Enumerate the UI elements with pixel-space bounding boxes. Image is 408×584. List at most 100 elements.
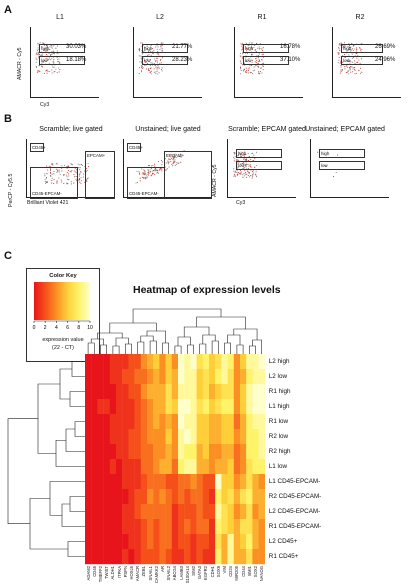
panel-a-title-4: R2 [355,14,365,21]
event-dot [157,50,159,53]
event-dot [82,176,84,178]
event-dot [154,60,156,63]
heatmap-cell [116,414,123,430]
event-dot [55,47,57,49]
event-dot [152,47,154,50]
heatmap-cell [178,534,185,550]
heatmap-cell [159,489,166,505]
event-dot [68,165,70,167]
heatmap-cell [109,414,117,430]
heatmap-cell [258,474,265,490]
event-dot [255,174,257,176]
event-dot [67,169,69,172]
event-dot [51,69,53,71]
event-dot [254,166,256,168]
event-dot [154,168,156,170]
heatmap-cell [252,429,259,445]
event-dot [43,72,45,75]
event-dot [152,172,154,174]
heatmap-cell [227,354,234,370]
event-dot [46,173,48,175]
heatmap-cell [122,549,129,565]
event-dot [248,42,250,44]
heatmap-cell [147,444,154,460]
heatmap-cell [116,369,123,385]
event-dot [259,60,261,63]
heatmap-cell [184,429,191,445]
heatmap-cell [258,549,265,565]
heatmap-cell [184,459,191,475]
heatmap-cell [128,549,135,565]
heatmap-cell [221,459,228,475]
event-dot [340,66,342,68]
heatmap-cell [209,369,216,385]
heatmap-cell [196,399,203,415]
event-dot [348,61,350,63]
row-label: R1 high [268,387,291,395]
event-dot [49,169,52,171]
event-dot [258,53,260,55]
event-dot [83,170,86,172]
event-dot [55,163,57,165]
event-dot [45,182,48,184]
event-dot [157,160,160,163]
heatmap-cell [134,399,141,415]
event-dot [250,175,252,177]
event-dot [233,160,235,162]
heatmap-cell [258,504,265,520]
event-dot [347,66,349,68]
event-dot [78,167,80,169]
event-dot [250,166,252,168]
event-dot [242,64,244,66]
dendrogram-branch [67,541,85,557]
event-dot [38,70,40,72]
event-dot [66,176,68,178]
event-dot [67,183,69,185]
event-dot [160,159,162,162]
event-dot [75,178,77,180]
heatmap-cell [122,429,129,445]
heatmap-cell [140,399,148,415]
event-dot [348,58,350,60]
event-dot [158,67,160,69]
event-dot [148,50,150,52]
event-dot [251,59,254,61]
dendrogram-branch [37,383,60,454]
panel-b-title-3: Scramble; EPCAM gated [228,126,306,133]
event-dot [340,71,342,73]
event-dot [140,60,142,62]
event-dot [248,44,250,46]
heatmap-cell [246,459,253,475]
dendrogram-branch [174,345,182,354]
event-dot [161,42,163,44]
heatmap-cell [233,519,241,535]
event-dot [350,50,352,52]
heatmap-cell [153,399,160,415]
event-dot [51,47,53,49]
event-dot [245,48,248,50]
heatmap-cell [153,519,160,535]
event-dot [86,179,88,181]
event-dot [50,174,52,176]
heatmap-cell [109,429,117,445]
event-dot [235,171,237,173]
heatmap-cell [233,414,241,430]
event-dot [239,67,242,69]
event-dot [254,173,257,175]
heatmap-cell [184,504,191,520]
event-dot [153,68,155,70]
event-dot [150,70,152,72]
event-dot [150,171,152,173]
event-dot [53,183,55,185]
heatmap-cell [221,384,228,400]
event-dot [140,56,142,58]
event-dot [157,46,159,48]
heatmap-cell [184,399,191,415]
event-dot [247,153,249,155]
column-label: VIM [221,566,227,574]
panel-a-title-3: R1 [257,14,267,21]
event-dot [36,50,39,52]
event-dot [358,59,360,61]
event-dot [166,168,168,170]
event-dot [63,174,65,176]
